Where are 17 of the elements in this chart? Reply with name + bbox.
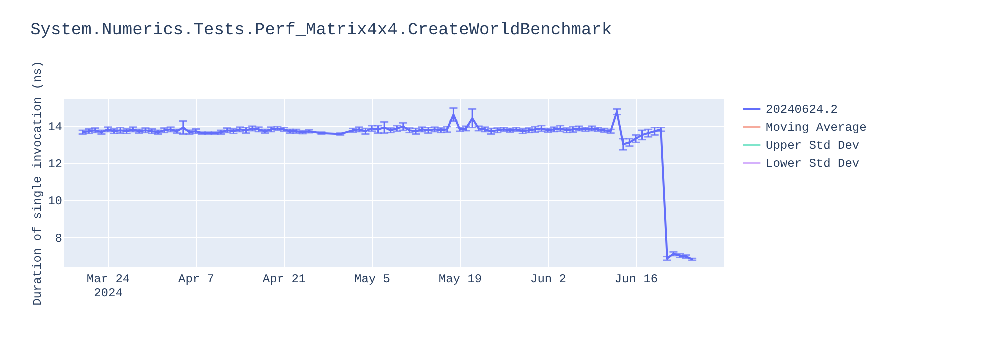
y-tick-label: 12	[48, 158, 62, 172]
legend-label: 20240624.2	[766, 103, 838, 117]
legend-label: Lower Std Dev	[766, 157, 860, 171]
legend-label: Upper Std Dev	[766, 139, 860, 153]
y-axis-title: Duration of single invocation (ns)	[31, 61, 46, 306]
x-tick-label: Mar 24 2024	[86, 272, 130, 300]
x-tick-label: Jun 2	[530, 272, 567, 286]
x-tick-label: Apr 21	[262, 272, 306, 286]
legend-label: Moving Average	[766, 121, 867, 135]
y-tick-label: 10	[48, 194, 62, 209]
x-tick-label: May 19	[438, 272, 482, 286]
x-tick-label: May 5	[354, 272, 391, 286]
y-tick-label: 8	[55, 232, 62, 246]
y-tick-label: 14	[48, 120, 62, 134]
chart-title: System.Numerics.Tests.Perf_Matrix4x4.CreateWorldBenchmark	[30, 22, 612, 41]
x-tick-label: Apr 7	[178, 272, 215, 286]
x-tick-label: Jun 16	[614, 272, 658, 286]
